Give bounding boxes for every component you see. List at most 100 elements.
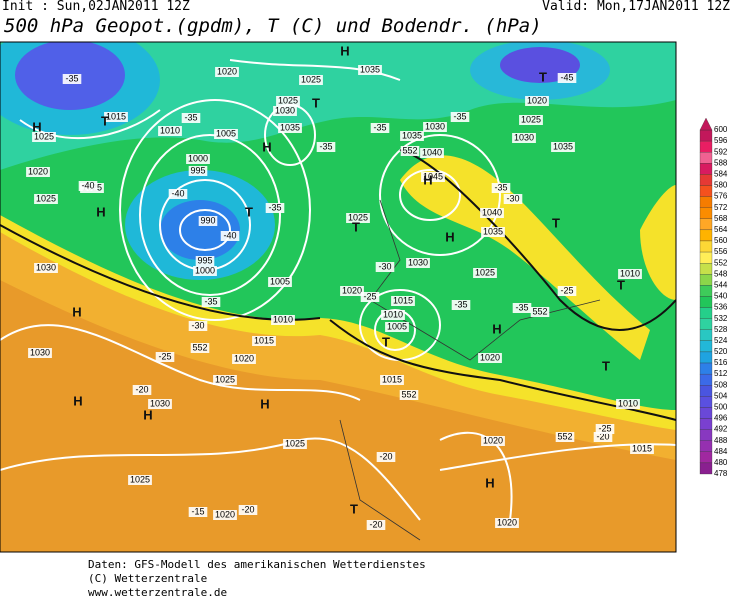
label-bg: [213, 510, 237, 520]
isobar-label: 1030: [275, 105, 295, 115]
label-bg: [618, 269, 642, 279]
label-bg: [188, 507, 208, 517]
isobar-label: 1015: [393, 295, 413, 305]
label-bg: [495, 518, 519, 528]
colorbar-swatch: [699, 318, 713, 330]
isobar-label: 1015: [382, 374, 402, 384]
temperature-label: -30: [191, 320, 204, 330]
isobar-label: 1040: [482, 207, 502, 217]
field-orange: [0, 280, 676, 552]
colorbar-swatch: [699, 263, 713, 275]
temperature-label: -35: [184, 112, 197, 122]
colorbar-swatch: [699, 196, 713, 208]
label-bg: [271, 315, 295, 325]
colorbar-swatch: [699, 229, 713, 242]
label-bg: [525, 96, 549, 106]
isobar: [0, 324, 676, 521]
isobar-label: 1015: [254, 335, 274, 345]
label-bg: [630, 444, 654, 454]
label-bg: [265, 203, 285, 213]
isobar-label: 1025: [521, 114, 541, 124]
label-bg: [220, 231, 240, 241]
isobar-label: 1020: [28, 166, 48, 176]
colorbar: 600 596 592 588 584 580 576 572 568 564 560 556 552 5…: [699, 117, 728, 478]
colorbar-swatch: [699, 451, 713, 464]
label-bg: [78, 181, 98, 191]
pressure-center: T: [101, 113, 109, 128]
temperature-label: -20: [596, 431, 609, 441]
colorbar-label: 500: [714, 403, 728, 412]
isobar-label: 995: [197, 255, 212, 265]
label-bg: [190, 343, 210, 353]
label-bg: [358, 65, 382, 75]
label-bg: [473, 268, 497, 278]
label-bg: [450, 112, 470, 122]
colorbar-label: 480: [714, 458, 728, 467]
label-bg: [188, 321, 208, 331]
label-bg: [238, 505, 258, 515]
label-bg: [399, 390, 419, 400]
label-bg: [376, 452, 396, 462]
label-bg: [451, 300, 471, 310]
isobar-label: 1030: [30, 347, 50, 357]
colorbar-swatch: [699, 140, 713, 153]
colorbar-label: 572: [714, 203, 728, 212]
pressure-center: T: [350, 501, 358, 516]
colorbar-label: 524: [714, 336, 728, 345]
isobar-label: 1025: [34, 131, 54, 141]
isobar-label: 1020: [342, 285, 362, 295]
colorbar-swatch: [699, 251, 713, 264]
colorbar-swatch: [699, 307, 713, 319]
colorbar-swatch: [699, 396, 713, 408]
label-bg: [616, 399, 640, 409]
valid-time: Valid: Mon,17JAN2011 12Z: [542, 0, 730, 14]
isobar-label: 1035: [402, 130, 422, 140]
colorbar-label: 576: [714, 192, 728, 201]
colorbar-swatch: [699, 385, 713, 397]
label-bg: [62, 74, 82, 84]
temperature-label: -35: [204, 296, 217, 306]
label-bg: [519, 115, 543, 125]
colorbar-cap: [699, 117, 713, 131]
temperature-label: -25: [598, 423, 611, 433]
map-title: 500 hPa Geopot.(gpdm), T (C) und Bodendr…: [4, 15, 542, 37]
label-bg: [406, 258, 430, 268]
temperature-label: -35: [373, 122, 386, 132]
label-bg: [391, 296, 415, 306]
colorbar-swatch: [699, 129, 713, 142]
temperature-label: -15: [191, 506, 204, 516]
label-bg: [478, 353, 502, 363]
isobar-label: 1015: [106, 111, 126, 121]
colorbar-label: 478: [714, 469, 728, 478]
colorbar-label: 552: [714, 258, 728, 267]
isobar-label: 1025: [301, 74, 321, 84]
colorbar-swatch: [699, 440, 713, 452]
label-bg: [370, 123, 390, 133]
label-bg: [503, 194, 523, 204]
label-bg: [557, 286, 577, 296]
isobar-label: 1030: [36, 262, 56, 272]
isobar-label: 990: [200, 215, 215, 225]
label-bg: [128, 475, 152, 485]
colorbar-swatch: [699, 407, 713, 419]
colorbar-swatch: [699, 351, 713, 364]
label-bg: [132, 385, 152, 395]
label-bg: [28, 348, 52, 358]
label-bg: [421, 172, 445, 182]
isobar-label: 1025: [285, 438, 305, 448]
temperature-label: -35: [453, 111, 466, 121]
isobar-label: 1020: [483, 435, 503, 445]
pressure-center: H: [340, 43, 349, 58]
label-bg: [400, 131, 424, 141]
colorbar-label: 600: [714, 125, 728, 134]
isobar-label: 1010: [273, 314, 293, 324]
colorbar-label: 592: [714, 147, 728, 156]
map-frame: [0, 41, 677, 553]
label-bg: [168, 189, 188, 199]
isobar: [139, 134, 281, 296]
label-bg: [34, 263, 58, 273]
label-bg: [480, 208, 504, 218]
temperature-label: -35: [494, 182, 507, 192]
label-bg: [555, 432, 575, 442]
